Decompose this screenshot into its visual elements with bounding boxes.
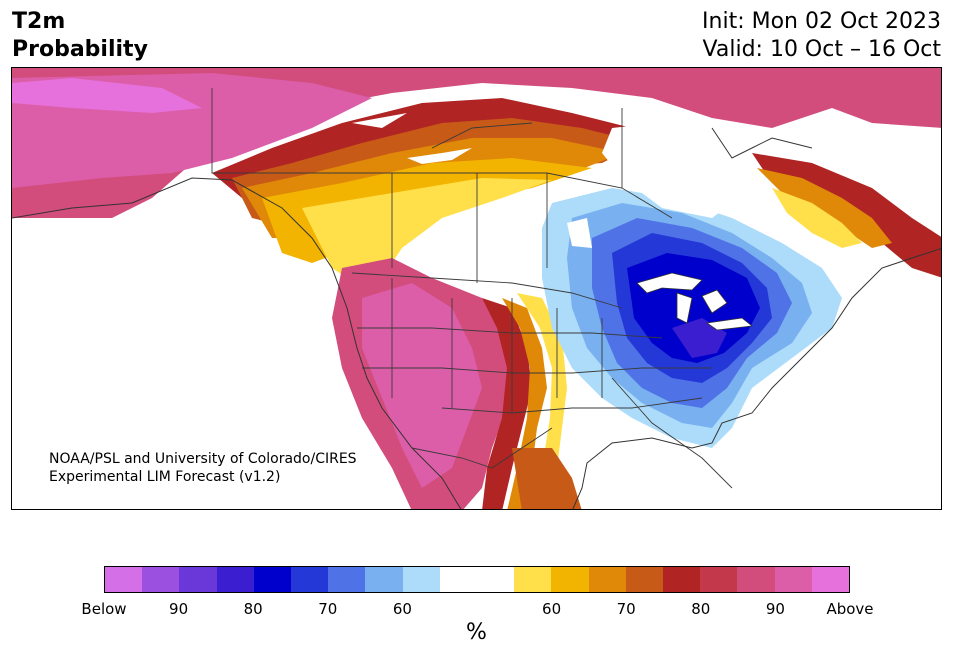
colorbar-tick-label: Above <box>826 600 874 618</box>
east-canada-orange-band <box>757 168 892 248</box>
init-date: Init: Mon 02 Oct 2023 <box>702 9 941 34</box>
colorbar-swatch <box>291 567 329 592</box>
quantity-label: Probability <box>12 37 148 62</box>
colorbar-swatch <box>737 567 775 592</box>
colorbar-unit: % <box>466 620 487 645</box>
west-warm-yellow-band <box>517 293 572 509</box>
colorbar-tick-label: 90 <box>169 600 189 618</box>
colorbar-swatch <box>402 567 440 592</box>
colorbar-tick-label: 70 <box>616 600 636 618</box>
colorbar-swatch <box>588 567 626 592</box>
colorbar-tick-label: 80 <box>243 600 263 618</box>
warm-90-top-region <box>12 78 202 113</box>
colorbar-swatch <box>477 567 515 592</box>
colorbar <box>104 566 850 593</box>
colorbar-swatch <box>179 567 217 592</box>
hudson-bay <box>602 118 752 218</box>
colorbar-tick-label: 70 <box>318 600 338 618</box>
colorbar-swatch <box>328 567 366 592</box>
west-warm-red-band <box>482 298 532 509</box>
probability-map <box>11 67 942 510</box>
colorbar-swatch <box>551 567 589 592</box>
mexico-warm-region <box>512 448 582 509</box>
credit-line-2: Experimental LIM Forecast (v1.2) <box>49 469 281 485</box>
colorbar-tick-label: 90 <box>765 600 785 618</box>
colorbar-swatch <box>365 567 403 592</box>
credit-note: NOAA/PSL and University of Colorado/CIRE… <box>49 450 357 486</box>
credit-line-1: NOAA/PSL and University of Colorado/CIRE… <box>49 451 357 467</box>
colorbar-swatch <box>142 567 180 592</box>
colorbar-swatch <box>105 567 143 592</box>
warm-yellow-band <box>302 178 552 288</box>
colorbar-tick-label: 60 <box>392 600 412 618</box>
colorbar-tick-labels: Below 90 80 70 60 60 70 80 90 Above <box>81 600 873 618</box>
colorbar-swatch <box>216 567 254 592</box>
cold-core-region <box>672 318 727 358</box>
colorbar-swatch <box>811 567 850 592</box>
variable-label: T2m <box>12 9 66 34</box>
map-svg <box>12 68 941 509</box>
west-warm-orange-band <box>502 298 547 509</box>
colorbar-tick-label: 60 <box>542 600 562 618</box>
colorbar-tick-label: Below <box>81 600 127 618</box>
northern-lakes <box>352 113 592 248</box>
coastlines <box>12 127 941 509</box>
colorbar-swatch <box>774 567 812 592</box>
colorbar-swatch <box>663 567 701 592</box>
valid-date: Valid: 10 Oct – 16 Oct <box>702 37 941 62</box>
east-canada-yellow-band <box>772 188 862 248</box>
political-borders <box>211 88 733 489</box>
great-lakes <box>636 272 754 331</box>
colorbar-tick-label: 80 <box>691 600 711 618</box>
colorbar-swatch <box>253 567 292 592</box>
colorbar-swatch <box>700 567 738 592</box>
colorbar-swatch <box>625 567 664 592</box>
forecast-dates: Init: Mon 02 Oct 2023 Valid: 10 Oct – 16… <box>702 8 941 64</box>
map-title: T2m Probability <box>12 8 148 64</box>
colorbar-swatch <box>439 567 478 592</box>
colorbar-swatch <box>514 567 552 592</box>
